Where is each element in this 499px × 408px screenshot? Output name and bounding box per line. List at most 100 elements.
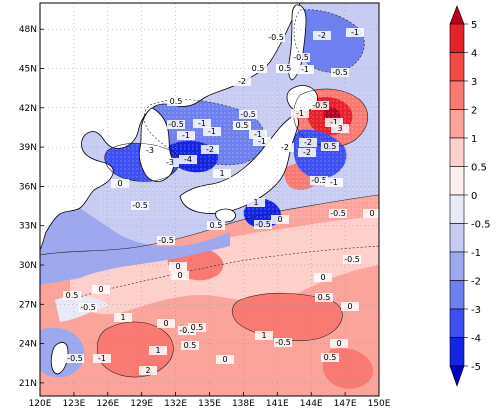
colorbar-segment [449, 194, 465, 224]
lon-tick-label: 129E [130, 399, 153, 408]
lon-tick-label: 135E [198, 399, 221, 408]
contour-label: 0 [117, 179, 122, 188]
colorbar-segment [449, 280, 465, 310]
contour-label: 0 [320, 273, 325, 282]
colorbar-label: 0.5 [471, 163, 487, 174]
lat-tick-label: 33N [19, 222, 37, 232]
contour-label: -1 [208, 127, 216, 136]
contour-label: -0.5 [275, 338, 291, 347]
colorbar-label: -4 [471, 334, 481, 345]
contour-label-bg [310, 176, 328, 185]
contour-label: 0.5 [236, 121, 249, 130]
contour-label: 0.5 [318, 293, 331, 302]
contour-label: -0.5 [255, 220, 271, 229]
contour-label: 0.5 [324, 353, 337, 362]
contour-labels: -0.5 -2 -1 -0.5 -1 0.5 -0.5 0.5 -2 -0.5 -1 -0.5 -1 0.… [63, 28, 379, 375]
contour-label: 0 [222, 355, 227, 364]
lon-tick-label: 150E [368, 399, 391, 408]
contour-label-bg [131, 201, 149, 210]
lat-tick-label: 21N [19, 379, 37, 389]
contour-label-bg [311, 101, 329, 110]
contour-label-bg [331, 68, 349, 77]
japan-shikoku [215, 208, 236, 223]
contour-label-bg [203, 127, 221, 136]
contour-label: 0.5 [324, 142, 337, 151]
contour-label-bg [171, 271, 189, 280]
contour-label: -0.5 [344, 255, 360, 264]
contour-label-bg [325, 178, 343, 187]
contour-label-bg [213, 169, 231, 178]
latitude-axis: 21N 24N 27N 30N 33N 36N 39N 42N 45N 48N [19, 25, 44, 389]
contour-label: -3 [166, 158, 174, 167]
contour-label: 0 [347, 302, 352, 311]
colorbar-segment [449, 80, 465, 110]
colorbar-label: -5 [471, 362, 481, 373]
contour-label: 1 [219, 169, 224, 178]
contour-label: 3 [337, 124, 342, 133]
contour-label: -0.5 [80, 303, 96, 312]
contour-label: 0.5 [279, 64, 292, 73]
colorbar-segment [449, 109, 465, 139]
colorbar-label: 1 [471, 134, 477, 145]
lon-tick-label: 144E [300, 399, 323, 408]
contour-label-bg [167, 97, 185, 106]
contour-label-bg [178, 326, 196, 335]
contour-label-bg [66, 354, 84, 363]
contour-label-bg [341, 302, 359, 311]
contour-label: -1 [351, 28, 359, 37]
contour-label: -3 [146, 146, 154, 155]
contour-label-bg [329, 209, 347, 218]
colorbar-segment [449, 337, 465, 367]
contour-label-bg [292, 53, 310, 62]
asian-mainland [40, 3, 301, 251]
contour-label-bg [177, 131, 195, 140]
contour-label-bg [193, 119, 211, 128]
contour-lines [40, 9, 379, 378]
contour-label-bg [254, 220, 272, 229]
contour-label: -0.5 [168, 120, 184, 129]
colorbar-label: -1 [471, 248, 481, 259]
colorbar-label: 4 [471, 49, 477, 60]
contour-label-bg [179, 155, 197, 164]
contour-label: -2 [303, 148, 311, 157]
colorbar-label: 5 [471, 20, 477, 31]
contour-label-bg [267, 33, 285, 42]
colorbar-segment [449, 308, 465, 338]
contour-label: 0 [175, 262, 180, 271]
lon-tick-label: 147E [334, 399, 357, 408]
colorbar: 5 4 3 2 1 0.5 0 -0.5 -1 -2 -3 -4 -5 [449, 5, 491, 387]
contour-label: 1 [155, 346, 160, 355]
contour-label: -2 [318, 31, 326, 40]
contour-label-bg [314, 273, 332, 282]
contour-label-bg [93, 354, 111, 363]
colorbar-segment [449, 137, 465, 167]
lon-tick-label: 120E [29, 399, 52, 408]
contour-label-bg [363, 209, 379, 218]
contour-label: 0 [98, 285, 103, 294]
gridlines [40, 3, 379, 396]
contour-label-bg [291, 109, 309, 118]
contour-label: -0.5 [179, 326, 195, 335]
contour-label: -1 [182, 131, 190, 140]
contour-label-bg [249, 130, 267, 139]
contour-label: 0.5 [210, 221, 223, 230]
colorbar-segment [449, 52, 465, 82]
colorbar-label: 3 [471, 77, 477, 88]
colorbar-segment [449, 23, 465, 53]
contour-label-bg [321, 353, 339, 362]
contour-label-bg [114, 313, 132, 322]
contour-label: 0 [163, 319, 168, 328]
contour-label-bg [315, 293, 333, 302]
contour-label-bg [161, 158, 179, 167]
lat-tick-label: 24N [19, 340, 37, 350]
contour-label-bg [63, 291, 81, 300]
contour-label: -1 [296, 109, 304, 118]
contour-label-bg [274, 338, 292, 347]
colorbar-label: 0 [471, 191, 477, 202]
contour-label-bg [181, 341, 199, 350]
contour-label-bg [253, 137, 271, 146]
contour-label-bg [298, 148, 316, 157]
contour-label: -1 [98, 354, 106, 363]
lat-tick-label: 39N [19, 143, 37, 153]
lat-tick-label: 48N [19, 25, 37, 35]
